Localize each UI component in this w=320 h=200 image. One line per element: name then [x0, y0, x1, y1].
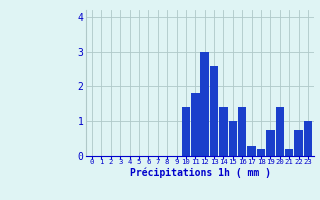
- Bar: [200, 52, 209, 156]
- Bar: [257, 149, 265, 156]
- X-axis label: Précipitations 1h ( mm ): Précipitations 1h ( mm ): [130, 168, 270, 178]
- Bar: [247, 146, 256, 156]
- Bar: [182, 107, 190, 156]
- Bar: [294, 130, 303, 156]
- Bar: [285, 149, 293, 156]
- Bar: [266, 130, 275, 156]
- Bar: [238, 107, 246, 156]
- Bar: [304, 121, 312, 156]
- Bar: [210, 66, 218, 156]
- Bar: [228, 121, 237, 156]
- Bar: [219, 107, 228, 156]
- Bar: [276, 107, 284, 156]
- Bar: [191, 93, 200, 156]
